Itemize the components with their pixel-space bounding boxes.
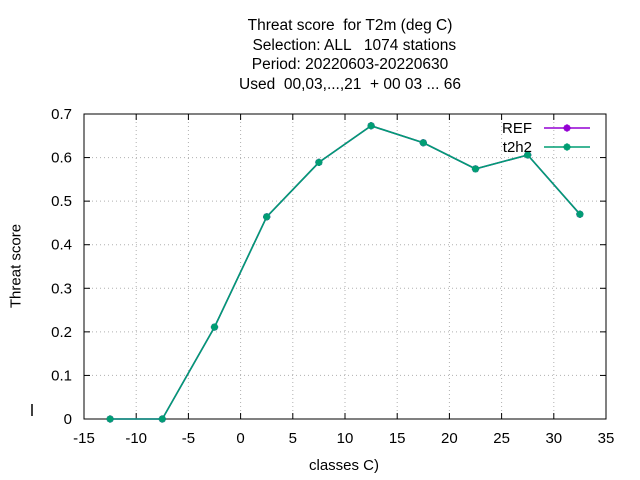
series-group <box>106 122 584 423</box>
data-point <box>471 165 480 173</box>
x-axis-ticks: -15 -10 -5 0 5 10 15 20 25 30 35 <box>73 114 614 447</box>
title-line-1: Threat score for T2m (deg C) <box>247 17 453 34</box>
x-tick-label: 0 <box>236 430 244 447</box>
data-point <box>315 158 323 166</box>
y-tick-label: 0.6 <box>51 150 72 167</box>
data-point <box>210 323 219 331</box>
data-point <box>263 213 271 221</box>
x-axis-label: classes C) <box>308 457 380 474</box>
y-tick-label: 0.5 <box>51 193 72 210</box>
grid <box>84 114 606 419</box>
legend-label: t2h2 <box>503 139 532 156</box>
data-point <box>367 122 375 130</box>
legend-marker <box>563 124 571 132</box>
title-line-4: Used 00,03,...,21 + 00 03 ... 66 <box>239 75 461 93</box>
x-tick-label: 35 <box>598 430 615 447</box>
y-tick-label: 0.4 <box>51 237 72 254</box>
title-line-2: Selection: ALL 1074 stations <box>243 36 457 54</box>
x-tick-label: 15 <box>389 430 406 447</box>
data-point <box>419 139 427 147</box>
y-axis-ticks: 0 0.1 0.2 0.3 0.4 0.5 0.6 0.7 <box>51 106 606 428</box>
data-point <box>158 415 166 423</box>
series-line-t2h2 <box>110 124 581 420</box>
legend: REF t2h2 <box>502 120 590 156</box>
x-tick-label: 20 <box>441 430 458 447</box>
y-tick-label: 0.1 <box>51 367 72 384</box>
x-tick-label: -10 <box>125 430 147 447</box>
x-tick-label: -5 <box>182 430 195 447</box>
x-tick-label: 5 <box>289 430 297 447</box>
legend-label: REF <box>502 120 532 137</box>
data-point <box>576 210 584 218</box>
legend-marker <box>563 143 571 151</box>
y-tick-label: 0 <box>64 411 72 428</box>
y-tick-label: 0.3 <box>51 280 72 297</box>
x-tick-label: -15 <box>73 430 95 447</box>
y-axis-label: Threat score <box>7 223 25 309</box>
data-point <box>524 151 532 159</box>
x-tick-label: 30 <box>545 430 562 447</box>
y-tick-label: 0.7 <box>51 106 72 123</box>
y-tick-label: 0.2 <box>51 324 72 341</box>
data-point <box>106 415 114 423</box>
x-tick-label: 10 <box>337 430 354 447</box>
title-line-3: Period: 20220603-20220630 <box>251 56 449 73</box>
x-tick-label: 25 <box>493 430 510 447</box>
chart-title: Threat score for T2m (deg C) Selection: … <box>0 16 640 94</box>
